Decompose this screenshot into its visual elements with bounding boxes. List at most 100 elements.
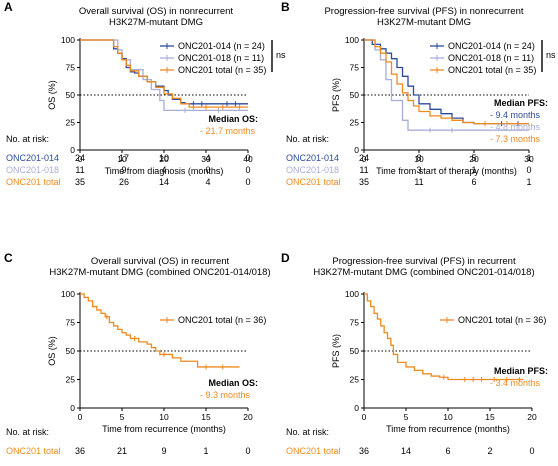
risk-count: 35	[359, 177, 369, 187]
legend-entry: ONC201 total (n = 36)	[458, 315, 546, 325]
risk-row-label: ONC201 total	[6, 177, 61, 187]
risk-count: 1	[471, 165, 476, 175]
x-tick-label: 0	[78, 154, 83, 164]
median-value: - 9.4 months	[490, 110, 541, 120]
risk-count: 8	[416, 153, 421, 163]
panel-C: C Overall survival (OS) in recurrentH3K27…	[4, 251, 271, 456]
legend-entry: ONC201-014 (n = 24)	[178, 41, 265, 51]
x-tick-label: 20	[243, 412, 253, 422]
y-axis-label: OS (%)	[47, 80, 57, 110]
risk-count: 24	[359, 153, 369, 163]
y-tick-label: 75	[350, 63, 360, 73]
y-tick-label: 100	[345, 289, 359, 299]
legend-entry: ONC201-014 (n = 24)	[448, 41, 535, 51]
legend-entry: ONC201 total (n = 35)	[178, 65, 266, 75]
risk-count: 0	[245, 446, 250, 456]
median-value: - 21.7 months	[200, 126, 256, 136]
y-axis-label: PFS (%)	[331, 334, 341, 368]
x-tick-label: 20	[469, 154, 479, 164]
legend-entry: ONC201 total (n = 35)	[448, 65, 536, 75]
risk-count: 14	[159, 177, 169, 187]
risk-table-title: No. at risk:	[286, 427, 329, 437]
x-axis-label: Time from diagnosis (months)	[105, 166, 224, 176]
risk-count: 0	[245, 177, 250, 187]
risk-count: 4	[205, 153, 210, 163]
y-tick-label: 0	[354, 145, 359, 155]
risk-row-label: ONC201-014	[6, 153, 59, 163]
chart-title: Progression-free survival (PFS) in nonre…	[324, 6, 523, 17]
significance-label: ns	[276, 50, 286, 60]
x-axis-label: Time from recurrence (months)	[386, 424, 510, 434]
risk-count: 0	[526, 165, 531, 175]
risk-count: 0	[245, 153, 250, 163]
x-tick-label: 10	[443, 412, 453, 422]
y-tick-label: 0	[70, 145, 75, 155]
km-curve-onc014	[364, 39, 529, 125]
x-tick-label: 40	[243, 154, 253, 164]
risk-count: 1	[526, 177, 531, 187]
risk-table-title: No. at risk:	[6, 427, 49, 437]
risk-count: 11	[414, 177, 423, 187]
risk-table-title: No. at risk:	[6, 134, 49, 144]
risk-count: 9	[121, 165, 126, 175]
risk-count: 0	[245, 165, 250, 175]
risk-count: 1	[203, 446, 208, 456]
km-curve-onc018	[364, 39, 529, 131]
x-tick-label: 10	[117, 154, 127, 164]
panel-B: B Progression-free survival (PFS) in nonr…	[281, 0, 556, 187]
median-value: - 9.3 months	[200, 390, 251, 400]
chart-title: H3K27M-mutant DMG (combined ONC201-014/0…	[49, 267, 270, 278]
chart-title: H3K27M-mutant DMG	[377, 17, 471, 28]
risk-row-label: ONC201-014	[286, 153, 339, 163]
y-tick-label: 0	[354, 403, 359, 413]
panel-D: D Progression-free survival (PFS) in recu…	[281, 251, 548, 456]
y-tick-label: 100	[61, 289, 75, 299]
y-tick-label: 0	[70, 403, 75, 413]
risk-count: 6	[445, 446, 450, 456]
significance-label: ns	[546, 50, 556, 60]
y-axis-label: PFS (%)	[331, 78, 341, 112]
median-value: - 4.8 months	[490, 122, 541, 132]
y-tick-label: 100	[345, 35, 359, 45]
y-tick-label: 25	[66, 118, 76, 128]
y-tick-label: 25	[350, 118, 360, 128]
risk-count: 2	[487, 446, 492, 456]
km-curve-total	[80, 39, 248, 108]
y-tick-label: 100	[61, 35, 75, 45]
risk-count: 6	[471, 177, 476, 187]
median-value: - 7.3 months	[490, 134, 541, 144]
risk-count: 14	[401, 446, 411, 456]
y-tick-label: 50	[66, 346, 76, 356]
risk-row-label: ONC201 total	[286, 177, 341, 187]
risk-count: 9	[161, 446, 166, 456]
risk-count: 0	[529, 446, 534, 456]
risk-count: 36	[359, 446, 369, 456]
x-tick-label: 20	[527, 412, 537, 422]
x-tick-label: 15	[485, 412, 495, 422]
x-tick-label: 5	[404, 412, 409, 422]
risk-count: 1	[526, 153, 531, 163]
risk-count: 17	[119, 153, 129, 163]
risk-count: 4	[161, 165, 166, 175]
chart-title: Overall survival (OS) in recurrent	[91, 256, 230, 267]
x-tick-label: 20	[159, 154, 169, 164]
risk-count: 11	[75, 165, 84, 175]
chart-title: H3K27M-mutant DMG (combined ONC201-014/0…	[313, 267, 534, 278]
y-tick-label: 50	[66, 90, 76, 100]
x-axis-label: Time from recurrence (months)	[102, 424, 226, 434]
km-curve-total	[364, 293, 524, 381]
y-axis-label: OS (%)	[47, 336, 57, 366]
median-title: Median PFS:	[494, 98, 548, 108]
risk-row-label: ONC201-018	[286, 165, 339, 175]
x-tick-label: 0	[362, 412, 367, 422]
x-tick-label: 30	[524, 154, 534, 164]
risk-count: 11	[359, 165, 368, 175]
panel-label: D	[281, 251, 290, 265]
km-curve-total	[80, 293, 240, 368]
risk-count: 5	[471, 153, 476, 163]
y-tick-label: 25	[350, 375, 360, 385]
x-axis-label: Time from start of therapy (months)	[376, 166, 517, 176]
risk-table-title: No. at risk:	[286, 134, 329, 144]
